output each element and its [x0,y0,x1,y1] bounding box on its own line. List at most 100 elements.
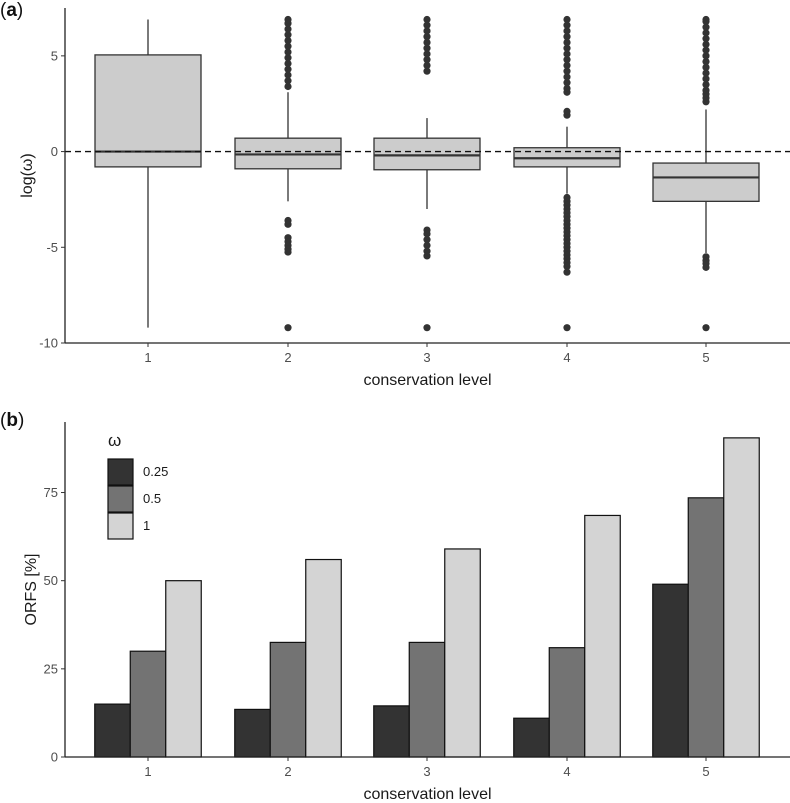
outlier-point [284,220,292,228]
y-tick-label: 25 [44,661,58,676]
outlier-point [284,248,292,256]
x-tick-label: 2 [284,350,291,365]
outlier-point [563,262,571,271]
outlier-point [423,67,431,75]
panel-b-label-letter: b [6,410,18,431]
outlier-point [284,65,292,73]
panel-b-axes: 0 25 50 75 1 2 3 4 5 [44,422,790,779]
outlier-point [423,38,431,47]
outlier-point [702,23,710,31]
outlier-point [702,324,710,332]
x-tick-label: 4 [563,764,570,779]
outlier-point [423,61,431,70]
outlier-point [702,15,710,24]
x-tick-label: 5 [702,764,709,779]
legend-title: ω [108,431,121,450]
bar [129,650,167,758]
outlier-point [563,44,571,52]
y-tick-label: 5 [51,48,58,63]
outlier-point [563,324,571,332]
outlier-point [423,50,431,58]
outlier-point [563,50,571,58]
box-group-4 [513,15,621,332]
outlier-point [423,21,431,29]
panel-a-label-paren-open: ( [0,0,7,21]
outlier-point [702,86,710,94]
outlier-point [284,42,292,50]
bar [165,580,202,758]
outlier-point [284,324,292,332]
outlier-point [563,15,571,24]
x-tick-label: 1 [144,764,151,779]
outlier-point [702,75,710,83]
panel-b: (b) 0 25 50 75 1 2 3 4 5 ω 0.25 0.5 1 conservation … [0,410,790,803]
panel-b-label-paren-close: ) [18,410,24,431]
bar [305,558,342,758]
outlier-point [563,27,571,35]
outlier-point [423,15,431,24]
panel-a-label-letter: a [6,0,17,21]
outlier-point [563,84,571,92]
y-tick-label: -5 [46,240,58,255]
bar [584,514,621,758]
panel-b-x-axis-label: conservation level [363,786,491,803]
outlier-point [423,33,431,41]
bar [408,641,446,758]
box-3 [373,137,481,171]
bar [94,703,131,758]
outlier-point [284,48,292,56]
x-tick-label: 5 [702,350,709,365]
outlier-point [423,236,431,244]
outlier-point [702,69,710,77]
bar [548,647,586,758]
y-tick-label: 0 [51,750,58,765]
outlier-point [563,268,571,276]
series-0.25 [94,583,689,758]
outlier-point [702,40,710,48]
bar [513,717,550,758]
panel-a-x-axis-label: conservation level [363,372,491,389]
outlier-point [563,33,571,41]
bar [234,708,271,758]
bar [687,497,725,758]
series-0.5 [129,497,725,758]
y-tick-label: 0 [51,144,58,159]
box-1 [94,54,202,168]
legend-label-0.25: 0.25 [143,464,168,479]
outlier-point [702,80,710,89]
box-5 [652,162,760,202]
y-tick-label: 50 [44,573,58,588]
outlier-point [702,58,710,66]
legend-swatch-1 [107,512,134,540]
outlier-point [284,77,292,85]
outlier-point [423,324,431,332]
panel-a-label-paren-close: ) [17,0,23,21]
outlier-point [284,15,292,24]
panel-a-axes: -10 -5 0 5 1 2 3 4 5 [39,8,790,365]
bar [373,705,410,758]
box-group-2 [234,15,342,332]
y-tick-label: 75 [44,485,58,500]
legend-label-1: 1 [143,518,150,533]
outlier-point [284,54,292,62]
bar [723,437,760,758]
bar [652,583,689,758]
legend-label-0.5: 0.5 [143,491,161,506]
outlier-point [563,21,571,29]
outlier-point [563,56,571,64]
outlier-point [702,52,710,60]
outlier-point [702,35,710,43]
outlier-point [702,46,710,54]
outlier-point [284,25,292,33]
outlier-point [563,79,571,87]
outlier-point [284,71,292,79]
outlier-point [563,38,571,47]
outlier-point [423,252,431,260]
panel-a: (a) -10 -5 0 5 1 2 3 4 5 conservation level log(… [0,0,790,389]
box-group-1 [94,19,202,328]
bar [444,548,481,758]
outlier-point [702,263,710,271]
box-group-5 [652,15,760,332]
outlier-point [423,230,431,238]
